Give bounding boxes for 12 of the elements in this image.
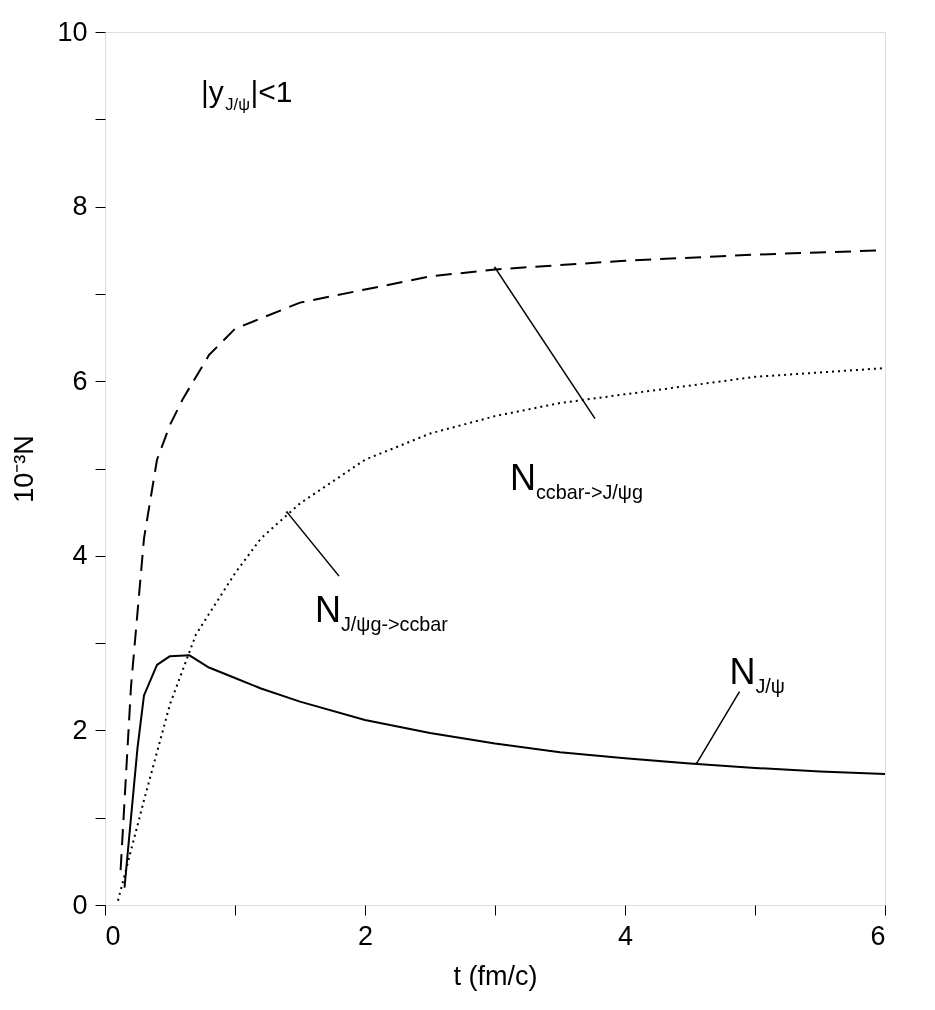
y-axis-title: 10⁻³N xyxy=(9,435,40,503)
y-tick-label: 6 xyxy=(72,365,88,396)
y-tick-label: 0 xyxy=(72,889,88,920)
y-tick-label: 2 xyxy=(72,714,88,745)
x-tick-label: 4 xyxy=(617,920,634,951)
y-tick-label: 10 xyxy=(57,16,88,47)
x-axis-title: t (fm/c) xyxy=(453,960,538,991)
x-tick-label: 2 xyxy=(357,920,374,951)
y-tick-label: 8 xyxy=(72,191,88,222)
x-tick-label: 0 xyxy=(105,920,121,951)
y-tick-label: 4 xyxy=(72,540,88,571)
x-tick-label: 6 xyxy=(870,920,886,951)
